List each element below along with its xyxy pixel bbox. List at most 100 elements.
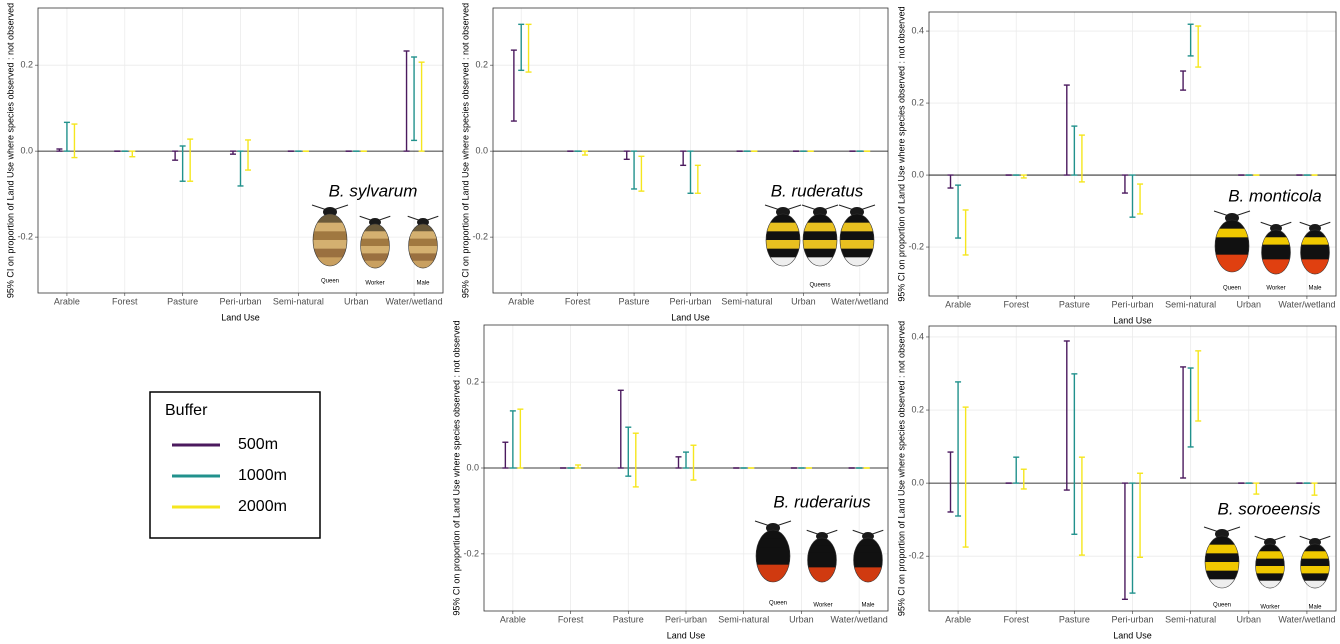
- bee-band: [1205, 562, 1239, 571]
- y-tick-label: -0.2: [908, 551, 924, 561]
- bee-band: [1301, 245, 1330, 253]
- y-tick-label: 0.4: [911, 331, 924, 341]
- y-tick-label: 0.2: [475, 60, 488, 70]
- bee-band: [1301, 573, 1330, 581]
- x-tick-label: Urban: [789, 614, 814, 624]
- y-axis-title: 95% CI on proportion of Land Use where s…: [5, 3, 15, 298]
- x-tick-label: Semi-natural: [718, 614, 769, 624]
- y-tick-label: 0.0: [911, 477, 924, 487]
- bee-band: [313, 223, 347, 232]
- legend-title: Buffer: [165, 402, 208, 419]
- bee-band: [854, 553, 883, 561]
- panel-title: B. sylvarum: [329, 181, 418, 200]
- bee-band: [1256, 573, 1285, 581]
- panel-title: B. ruderarius: [773, 492, 871, 511]
- bee-band: [854, 567, 883, 575]
- y-tick-label: 0.2: [911, 97, 924, 107]
- bee-band: [840, 231, 874, 240]
- bee-band: [409, 239, 438, 247]
- y-tick-label: -0.2: [17, 231, 33, 241]
- bee-band: [1301, 259, 1330, 267]
- x-tick-label: Urban: [1237, 614, 1262, 624]
- y-tick-label: 0.4: [911, 25, 924, 35]
- bee-band: [808, 560, 837, 568]
- x-tick-label: Forest: [112, 296, 138, 306]
- bee-band: [854, 545, 883, 553]
- y-tick-label: 0.2: [466, 376, 479, 386]
- image-caption: Queen: [321, 279, 339, 285]
- bee-band: [803, 231, 837, 240]
- x-axis-title: Land Use: [1113, 315, 1152, 325]
- y-tick-label: 0.2: [20, 60, 33, 70]
- bee-band: [1301, 551, 1330, 559]
- bee-band: [1301, 252, 1330, 260]
- bee-band: [803, 240, 837, 249]
- bee-band: [808, 553, 837, 561]
- y-tick-label: 0.0: [466, 462, 479, 472]
- x-tick-label: Peri-urban: [219, 296, 261, 306]
- panel-title: B. ruderatus: [771, 181, 864, 200]
- figure: Buffer 500m1000m2000m-0.20.00.2ArableFor…: [0, 0, 1340, 644]
- x-axis-title: Land Use: [671, 312, 710, 322]
- bee-band: [361, 231, 390, 239]
- x-tick-label: Semi-natural: [1165, 299, 1216, 309]
- x-axis-title: Land Use: [1113, 630, 1152, 640]
- bee-band: [756, 547, 790, 556]
- bee-band: [766, 249, 800, 258]
- x-tick-label: Peri-urban: [1111, 299, 1153, 309]
- y-tick-label: 0.2: [911, 404, 924, 414]
- image-caption: Queens: [809, 283, 830, 289]
- x-tick-label: Semi-natural: [721, 296, 772, 306]
- x-tick-label: Peri-urban: [669, 296, 711, 306]
- x-tick-label: Pasture: [167, 296, 198, 306]
- x-tick-label: Arable: [54, 296, 80, 306]
- y-axis-title: 95% CI on proportion of Land Use where s…: [896, 6, 906, 301]
- bee-band: [1301, 566, 1330, 574]
- legend: Buffer: [150, 392, 320, 538]
- x-tick-label: Pasture: [613, 614, 644, 624]
- bee-band: [1301, 559, 1330, 567]
- bee-band: [803, 223, 837, 232]
- legend-label: 500m: [238, 436, 278, 453]
- bee-band: [313, 240, 347, 249]
- bee-band: [1262, 259, 1291, 267]
- bee-band: [409, 253, 438, 261]
- x-tick-label: Forest: [558, 614, 584, 624]
- x-tick-label: Forest: [565, 296, 591, 306]
- bee-band: [1215, 246, 1249, 255]
- x-tick-label: Forest: [1003, 299, 1029, 309]
- y-tick-label: 0.0: [20, 146, 33, 156]
- bee-band: [361, 253, 390, 261]
- bee-band: [361, 246, 390, 254]
- legend-label: 1000m: [238, 467, 287, 484]
- x-tick-label: Urban: [791, 296, 816, 306]
- bee-band: [808, 567, 837, 575]
- bee-illustrations: [765, 205, 875, 267]
- image-caption: Male: [416, 281, 430, 287]
- y-axis-title: 95% CI on proportion of Land Use where s…: [896, 321, 906, 616]
- image-caption: Worker: [1266, 286, 1285, 292]
- bee-band: [1215, 229, 1249, 238]
- panel: -0.2 0.0 0.2 Arable Forest Pasture Peri-urban S…: [5, 3, 443, 322]
- bee-band: [803, 249, 837, 258]
- x-tick-label: Semi-natural: [1165, 614, 1216, 624]
- y-axis-title: 95% CI on proportion of Land Use where s…: [460, 3, 470, 298]
- y-tick-label: -0.2: [908, 241, 924, 251]
- bee-band: [840, 240, 874, 249]
- bee-band: [313, 231, 347, 240]
- bee-band: [1256, 559, 1285, 567]
- bee-band: [766, 240, 800, 249]
- x-tick-label: Semi-natural: [273, 296, 324, 306]
- x-tick-label: Water/wetland: [831, 614, 888, 624]
- y-tick-label: 0.0: [911, 169, 924, 179]
- bee-band: [1256, 551, 1285, 559]
- x-tick-label: Arable: [945, 614, 971, 624]
- y-axis-title: 95% CI on proportion of Land Use where s…: [451, 320, 461, 615]
- x-tick-label: Pasture: [619, 296, 650, 306]
- panel: -0.20.00.2ArableForestPasturePeri-urbanS…: [451, 320, 888, 640]
- bee-band: [766, 223, 800, 232]
- bee-band: [313, 249, 347, 258]
- image-caption: Male: [1308, 286, 1322, 292]
- x-axis-title: Land Use: [221, 312, 260, 322]
